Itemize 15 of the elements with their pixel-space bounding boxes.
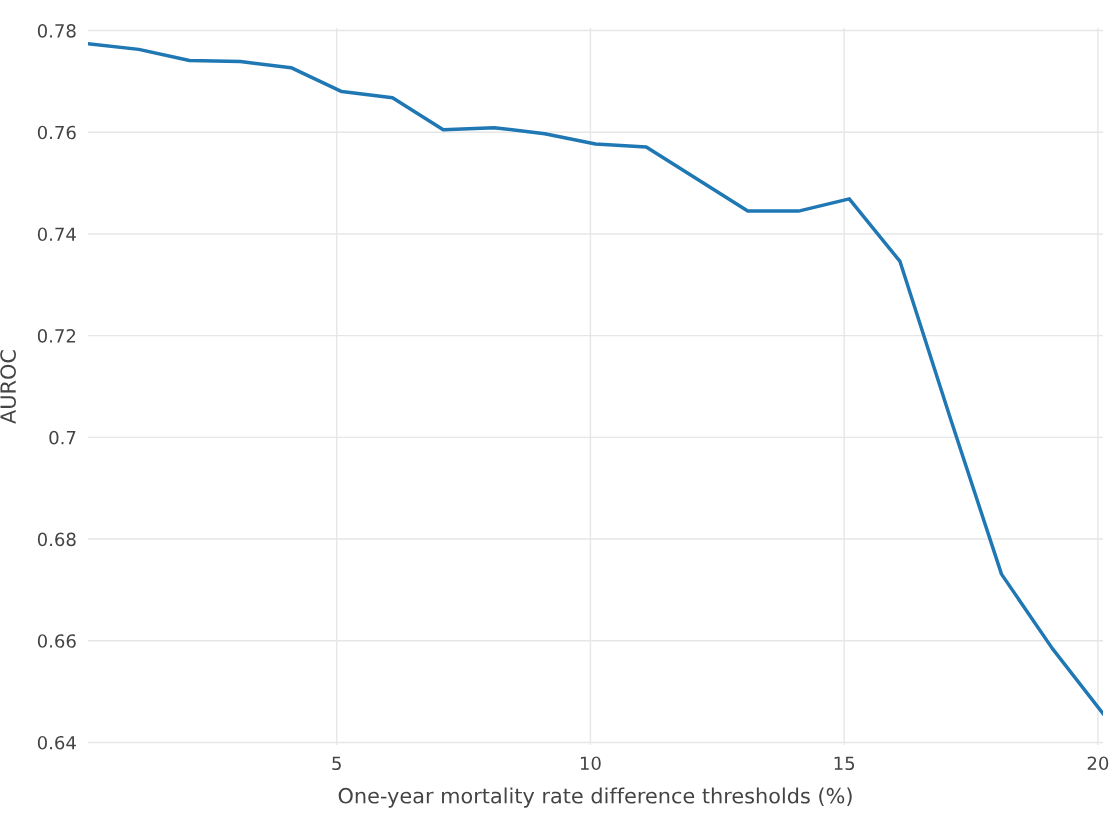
y-tick-label: 0.68	[37, 532, 76, 547]
x-tick-label: 10	[580, 756, 601, 771]
x-tick-label: 5	[332, 756, 341, 771]
y-tick-label: 0.7	[49, 430, 76, 445]
x-axis-title: One-year mortality rate difference thresholds (%)	[338, 787, 852, 808]
y-tick-label: 0.66	[37, 634, 76, 648]
line-series	[88, 42, 1103, 716]
y-tick-label: 0.74	[37, 227, 76, 242]
y-tick-label: 0.64	[37, 735, 76, 750]
x-tick-label: 15	[834, 756, 855, 771]
y-tick-label: 0.78	[37, 24, 76, 38]
x-tick-label: 20	[1087, 756, 1109, 771]
y-tick-label: 0.76	[37, 125, 76, 140]
y-tick-label: 0.72	[37, 329, 76, 343]
y-axis-title: AUROC	[0, 350, 16, 424]
